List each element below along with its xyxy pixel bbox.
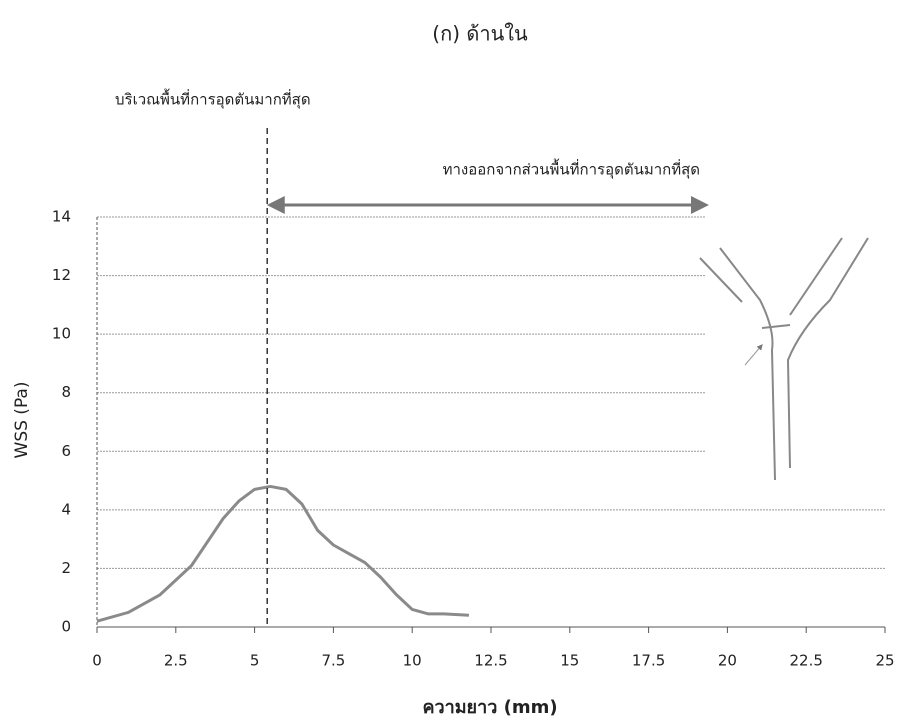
vessel-diagram xyxy=(699,237,869,481)
y-tick-label: 14 xyxy=(52,208,71,226)
x-tick-label: 5 xyxy=(250,652,260,670)
x-tick-label: 22.5 xyxy=(789,652,822,670)
data-line xyxy=(96,484,470,623)
y-tick-label: 8 xyxy=(61,383,71,401)
x-tick-label: 12.5 xyxy=(474,652,507,670)
x-tick-label: 7.5 xyxy=(321,652,345,670)
y-tick-label: 4 xyxy=(61,500,71,518)
y-tick-label: 0 xyxy=(61,618,71,636)
x-tick-label: 25 xyxy=(875,652,894,670)
y-tick-label: 10 xyxy=(52,325,71,343)
annotation-text: บริเวณพื้นที่การอุดตันมากที่สุด xyxy=(115,89,311,110)
x-tick-label: 15 xyxy=(560,652,579,670)
annotation-text: ทางออกจากส่วนพื้นที่การอุดตันมากที่สุด xyxy=(443,159,700,180)
x-tick-label: 10 xyxy=(403,652,422,670)
vessel-arrow xyxy=(744,344,763,366)
y-tick-label: 12 xyxy=(52,266,71,284)
x-tick-label: 0 xyxy=(92,652,102,670)
y-axis-label: WSS (Pa) xyxy=(12,382,32,459)
y-tick-label: 6 xyxy=(61,442,71,460)
chart-title: (ก) ด้านใน xyxy=(432,22,528,46)
y-tick-label: 2 xyxy=(61,559,71,577)
x-tick-label: 20 xyxy=(718,652,737,670)
x-tick-label: 17.5 xyxy=(632,652,665,670)
inset-background xyxy=(706,212,890,494)
x-axis-label: ความยาว (mm) xyxy=(422,697,557,718)
x-tick-label: 2.5 xyxy=(164,652,188,670)
